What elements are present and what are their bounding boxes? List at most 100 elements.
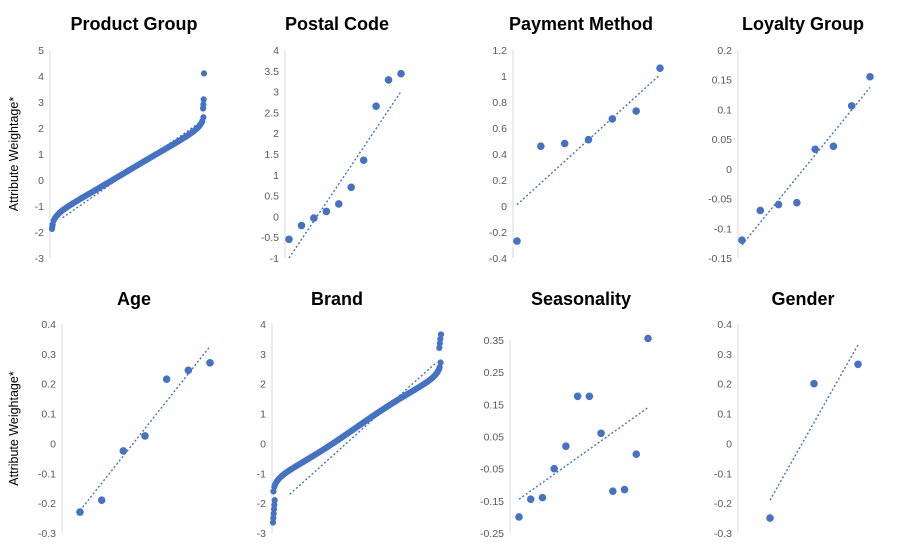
y-tick-label: 2.5 [264, 107, 279, 119]
data-point [562, 442, 570, 450]
y-tick-label: -0.4 [489, 253, 507, 265]
y-tick-label: -0.2 [489, 227, 507, 239]
chart-panel-seasonality: Seasonality -0.25 -0.15 -0.05 0.05 0.15 0.25 0.… [480, 289, 652, 540]
data-point [537, 142, 545, 150]
y-tick-label: 1 [501, 71, 507, 83]
chart-title: Gender [771, 289, 834, 309]
y-tick-label: 0.1 [41, 409, 56, 421]
y-tick-label: 0 [38, 175, 44, 187]
y-tick-label: 3 [260, 349, 266, 361]
y-tick-label: -3 [35, 253, 44, 265]
data-point [608, 115, 617, 123]
y-tick-label: -0.1 [714, 223, 732, 235]
y-tick-label: -2 [257, 498, 266, 510]
data-point [436, 364, 443, 371]
data-point [538, 493, 547, 502]
y-tick-label: 3 [273, 87, 279, 99]
y-tick-label: 0.2 [717, 379, 732, 391]
y-tick-label: -2 [35, 227, 44, 239]
data-point [437, 331, 445, 338]
y-axis-label: Attribute Weightage* [7, 97, 21, 212]
data-point [632, 107, 640, 115]
data-point [270, 506, 278, 513]
data-point [200, 101, 207, 108]
y-tick-label: 0.4 [717, 319, 732, 331]
y-tick-label: 1 [260, 409, 266, 421]
data-point [162, 375, 171, 384]
y-tick-label: 0.15 [712, 75, 733, 87]
data-point [437, 359, 444, 366]
y-tick-label: 3 [38, 97, 44, 109]
chart-panel-age: Age Attribute Weightage* -0.3 -0.2 -0.1 0 0.1 0… [7, 289, 214, 540]
chart-panel-postal-code: Postal Code -1 -0.5 0 0.5 1 1.5 2 2.5 3 3.5 4 [261, 14, 405, 265]
y-tick-label: 0.05 [484, 432, 505, 444]
data-point [270, 514, 277, 522]
y-tick-label: -1 [257, 468, 266, 480]
y-tick-label: -0.05 [480, 464, 504, 476]
y-tick-label: 0 [260, 438, 266, 450]
y-tick-label: 1 [38, 149, 44, 161]
y-tick-label: 4 [260, 319, 266, 331]
data-point [526, 495, 535, 504]
data-point [756, 206, 765, 215]
y-tick-label: -0.1 [38, 468, 56, 480]
y-tick-label: 0.3 [41, 349, 56, 361]
data-point [436, 344, 443, 351]
data-point [200, 114, 207, 121]
y-tick-label: 0 [273, 211, 279, 223]
y-tick-label: 0 [50, 438, 56, 450]
chart-title: Brand [311, 289, 363, 309]
data-point [810, 379, 818, 388]
data-point [384, 76, 393, 84]
y-tick-label: 0.4 [492, 149, 507, 161]
data-point [656, 64, 664, 72]
data-point [270, 488, 277, 495]
chart-title: Postal Code [285, 14, 389, 34]
data-point [550, 464, 558, 473]
y-tick-label: 1.5 [264, 149, 279, 161]
chart-title: Payment Method [509, 14, 653, 34]
y-tick-label: 0 [726, 438, 732, 450]
data-point [97, 496, 106, 504]
y-tick-label: 1 [273, 170, 279, 182]
data-point [200, 96, 207, 103]
chart-title: Seasonality [531, 289, 631, 309]
data-point [322, 207, 331, 216]
data-point [269, 519, 277, 526]
data-point [847, 102, 856, 110]
y-tick-label: -0.2 [38, 498, 56, 510]
y-tick-label: 0 [726, 164, 732, 176]
data-point [347, 183, 356, 192]
y-tick-label: 0.2 [492, 175, 507, 187]
y-tick-label: -0.3 [38, 528, 56, 540]
chart-title: Loyalty Group [742, 14, 864, 34]
data-point [609, 487, 617, 495]
y-tick-label: 3.5 [264, 66, 279, 78]
y-tick-label: -0.25 [480, 528, 504, 540]
y-tick-label: 0.1 [717, 104, 732, 116]
data-point [738, 236, 746, 244]
data-point [632, 450, 641, 458]
trendline [62, 122, 200, 219]
data-point [644, 334, 652, 343]
data-point [271, 497, 278, 504]
trendline [288, 91, 402, 259]
chart-title: Product Group [71, 14, 198, 34]
y-tick-label: -0.05 [708, 194, 732, 206]
y-tick-label: -0.1 [714, 468, 732, 480]
data-point [200, 70, 208, 77]
trendline [289, 362, 437, 495]
trendline [741, 86, 871, 246]
y-tick-label: 2 [273, 128, 279, 140]
data-point [271, 501, 278, 508]
y-tick-label: 0.3 [717, 349, 732, 361]
y-tick-label: 1.2 [492, 45, 507, 57]
chart-panel-product-group: Product Group Attribute Weightage* -3 -2 -1 0… [7, 14, 208, 265]
data-point [372, 102, 380, 110]
data-point [310, 214, 318, 222]
chart-panel-brand: Brand -3 -2 -1 0 1 2 3 4 [257, 289, 445, 540]
y-tick-label: 5 [38, 45, 44, 57]
data-point [560, 139, 569, 148]
data-point [359, 156, 368, 165]
y-tick-label: 0.6 [492, 123, 507, 135]
